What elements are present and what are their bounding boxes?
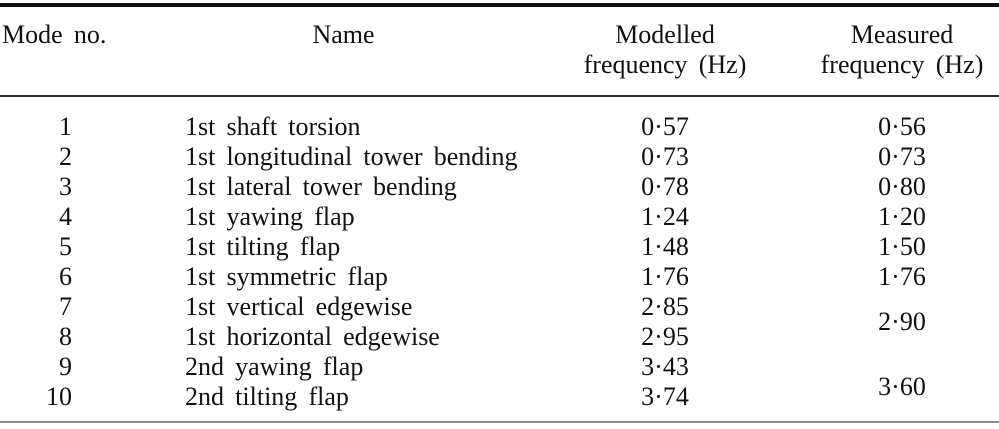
measured-cell: 0·80	[878, 172, 926, 201]
measured-cell: 1·20	[878, 202, 926, 231]
name-cell: 1st longitudinal tower bending	[185, 142, 518, 171]
mode-cell: 3	[59, 172, 72, 201]
measured-cell: 0·56	[878, 112, 926, 141]
table-row: 6 1st symmetric flap 1·76 1·76	[0, 262, 999, 292]
modelled-cell: 2·95	[641, 322, 689, 351]
modal-frequencies-table: Mode no. Name Modelled frequency (Hz) Me…	[0, 3, 999, 423]
name-cell: 1st yawing flap	[185, 202, 355, 231]
name-cell: 2nd yawing flap	[185, 352, 364, 381]
modelled-cell: 0·78	[641, 172, 689, 201]
mode-cell: 8	[59, 322, 72, 351]
table-row: 7 1st vertical edgewise 2·85 2·90	[0, 292, 999, 336]
header-line: Measured	[850, 20, 954, 49]
mode-cell: 1	[59, 112, 72, 141]
mode-cell: 9	[59, 352, 72, 381]
header-line: frequency (Hz)	[583, 50, 747, 79]
name-cell: 1st symmetric flap	[185, 262, 388, 291]
column-header-name: Name	[150, 5, 525, 97]
name-cell: 1st shaft torsion	[185, 112, 361, 141]
mode-cell: 2	[59, 142, 72, 171]
paper-table-page: Mode no. Name Modelled frequency (Hz) Me…	[0, 3, 999, 429]
table-row: 1 1st shaft torsion 0·57 0·56	[0, 96, 999, 142]
table-row: 10 2nd tilting flap 3·74	[0, 382, 999, 422]
measured-cell-merged: 3·60	[878, 371, 926, 401]
mode-cell: 7	[59, 292, 72, 321]
name-cell: 2nd tilting flap	[185, 382, 349, 411]
name-cell: 1st tilting flap	[185, 232, 341, 261]
measured-cell: 1·50	[878, 232, 926, 261]
mode-cell: 6	[59, 262, 72, 291]
measured-cell-merged: 2·90	[878, 307, 926, 336]
table-row: 9 2nd yawing flap 3·43 3·60	[0, 352, 999, 401]
mode-cell: 5	[59, 232, 72, 261]
modelled-cell: 1·76	[641, 262, 689, 291]
modelled-cell: 0·73	[641, 142, 689, 171]
table-header: Mode no. Name Modelled frequency (Hz) Me…	[0, 5, 999, 97]
header-row: Mode no. Name Modelled frequency (Hz) Me…	[0, 5, 999, 97]
modelled-cell: 3·43	[641, 352, 689, 381]
table-row: 8 1st horizontal edgewise 2·95	[0, 322, 999, 352]
measured-cell: 0·73	[878, 142, 926, 171]
header-line: frequency (Hz)	[820, 50, 984, 79]
table-body: 1 1st shaft torsion 0·57 0·56 2 1st long…	[0, 96, 999, 422]
column-header-mode-no: Mode no.	[0, 5, 150, 97]
name-cell: 1st lateral tower bending	[185, 172, 457, 201]
modelled-cell: 1·48	[641, 232, 689, 261]
mode-cell: 4	[59, 202, 72, 231]
column-header-measured-frequency: Measured frequency (Hz)	[805, 5, 999, 97]
column-header-modelled-frequency: Modelled frequency (Hz)	[525, 5, 805, 97]
table-row: 4 1st yawing flap 1·24 1·20	[0, 202, 999, 232]
header-line: Modelled	[615, 20, 715, 49]
table-row: 3 1st lateral tower bending 0·78 0·80	[0, 172, 999, 202]
modelled-cell: 3·74	[641, 382, 689, 411]
modelled-cell: 0·57	[641, 112, 689, 141]
measured-cell: 1·76	[878, 262, 926, 291]
modelled-cell: 2·85	[641, 292, 689, 321]
name-cell: 1st horizontal edgewise	[185, 322, 440, 351]
name-cell: 1st vertical edgewise	[185, 292, 413, 321]
mode-cell: 10	[46, 382, 72, 411]
table-row: 5 1st tilting flap 1·48 1·50	[0, 232, 999, 262]
table-row: 2 1st longitudinal tower bending 0·73 0·…	[0, 142, 999, 172]
modelled-cell: 1·24	[641, 202, 689, 231]
